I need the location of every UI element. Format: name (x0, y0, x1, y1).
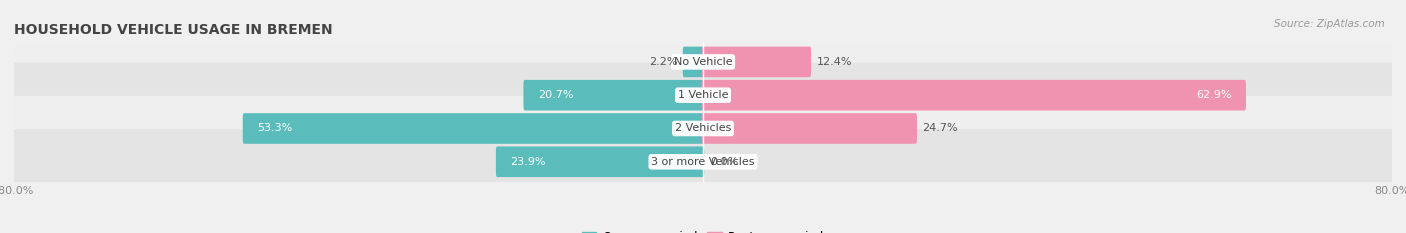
Legend: Owner-occupied, Renter-occupied: Owner-occupied, Renter-occupied (578, 226, 828, 233)
FancyBboxPatch shape (702, 80, 1246, 110)
Text: 20.7%: 20.7% (537, 90, 574, 100)
Text: HOUSEHOLD VEHICLE USAGE IN BREMEN: HOUSEHOLD VEHICLE USAGE IN BREMEN (14, 23, 333, 37)
Text: 2 Vehicles: 2 Vehicles (675, 123, 731, 134)
FancyBboxPatch shape (702, 113, 917, 144)
Text: 23.9%: 23.9% (510, 157, 546, 167)
Text: Source: ZipAtlas.com: Source: ZipAtlas.com (1274, 19, 1385, 29)
Text: 2.2%: 2.2% (648, 57, 678, 67)
FancyBboxPatch shape (243, 113, 704, 144)
FancyBboxPatch shape (683, 47, 704, 77)
Text: 24.7%: 24.7% (922, 123, 959, 134)
FancyBboxPatch shape (496, 147, 704, 177)
FancyBboxPatch shape (523, 80, 704, 110)
FancyBboxPatch shape (702, 47, 811, 77)
Text: 53.3%: 53.3% (257, 123, 292, 134)
FancyBboxPatch shape (10, 63, 1396, 128)
Text: 12.4%: 12.4% (817, 57, 852, 67)
FancyBboxPatch shape (10, 96, 1396, 161)
Text: 62.9%: 62.9% (1197, 90, 1232, 100)
FancyBboxPatch shape (10, 29, 1396, 95)
Text: No Vehicle: No Vehicle (673, 57, 733, 67)
Text: 3 or more Vehicles: 3 or more Vehicles (651, 157, 755, 167)
Text: 1 Vehicle: 1 Vehicle (678, 90, 728, 100)
Text: 0.0%: 0.0% (710, 157, 738, 167)
FancyBboxPatch shape (10, 129, 1396, 194)
